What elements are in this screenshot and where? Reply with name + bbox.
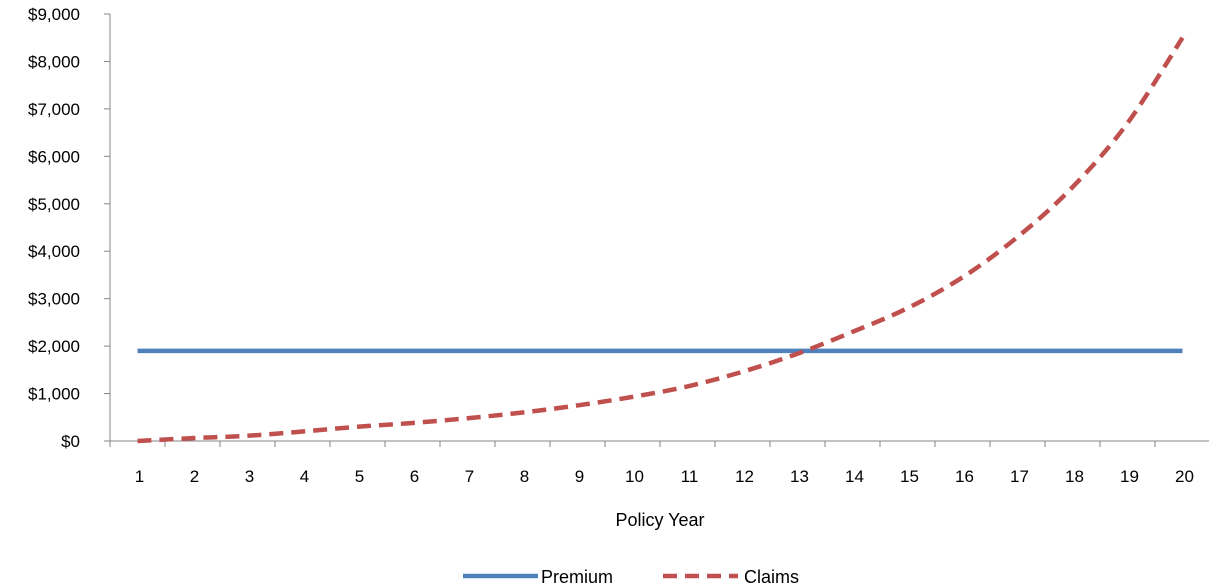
- x-axis: 1 2 3 4 5 6 7 8 9 10 11 12 13 14 15 16 17 18 19 20: [109, 440, 1209, 486]
- legend-label-premium: Premium: [541, 567, 613, 587]
- x-tick-label: 7: [465, 467, 474, 486]
- x-tick-label: 8: [520, 467, 529, 486]
- y-tick-label: $1,000: [28, 385, 80, 404]
- y-tick-label: $5,000: [28, 195, 80, 214]
- x-tick-label: 17: [1010, 467, 1029, 486]
- y-tick-label: $9,000: [28, 5, 80, 24]
- x-tick-label: 12: [735, 467, 754, 486]
- y-tick-label: $7,000: [28, 100, 80, 119]
- y-tick-label: $3,000: [28, 290, 80, 309]
- legend: Premium Claims: [463, 567, 799, 587]
- series-lines: [137, 36, 1185, 444]
- x-tick-label: 13: [790, 467, 809, 486]
- y-axis: $0 $1,000 $2,000 $3,000 $4,000 $5,000 $6,000 $7…: [28, 5, 111, 451]
- x-tick-label: 1: [135, 467, 144, 486]
- y-tick-label: $0: [61, 432, 80, 451]
- x-tick-label: 5: [355, 467, 364, 486]
- x-axis-title: Policy Year: [615, 510, 704, 530]
- x-tick-label: 15: [900, 467, 919, 486]
- y-tick-label: $4,000: [28, 242, 80, 261]
- x-tick-label: 18: [1065, 467, 1084, 486]
- y-tick-label: $6,000: [28, 147, 80, 166]
- x-tick-label: 16: [955, 467, 974, 486]
- x-tick-label: 9: [575, 467, 584, 486]
- y-tick-label: $2,000: [28, 337, 80, 356]
- x-tick-label: 11: [681, 467, 699, 486]
- x-tick-label: 6: [410, 467, 419, 486]
- y-tick-label: $8,000: [28, 52, 80, 71]
- x-tick-label: 10: [625, 467, 644, 486]
- legend-label-claims: Claims: [744, 567, 799, 587]
- x-tick-label: 20: [1175, 467, 1194, 486]
- series-line-claims: [137, 36, 1185, 444]
- x-tick-label: 4: [300, 467, 309, 486]
- x-tick-label: 3: [245, 467, 254, 486]
- x-tick-label: 2: [190, 467, 199, 486]
- x-tick-label: 14: [845, 467, 864, 486]
- x-tick-label: 19: [1120, 467, 1139, 486]
